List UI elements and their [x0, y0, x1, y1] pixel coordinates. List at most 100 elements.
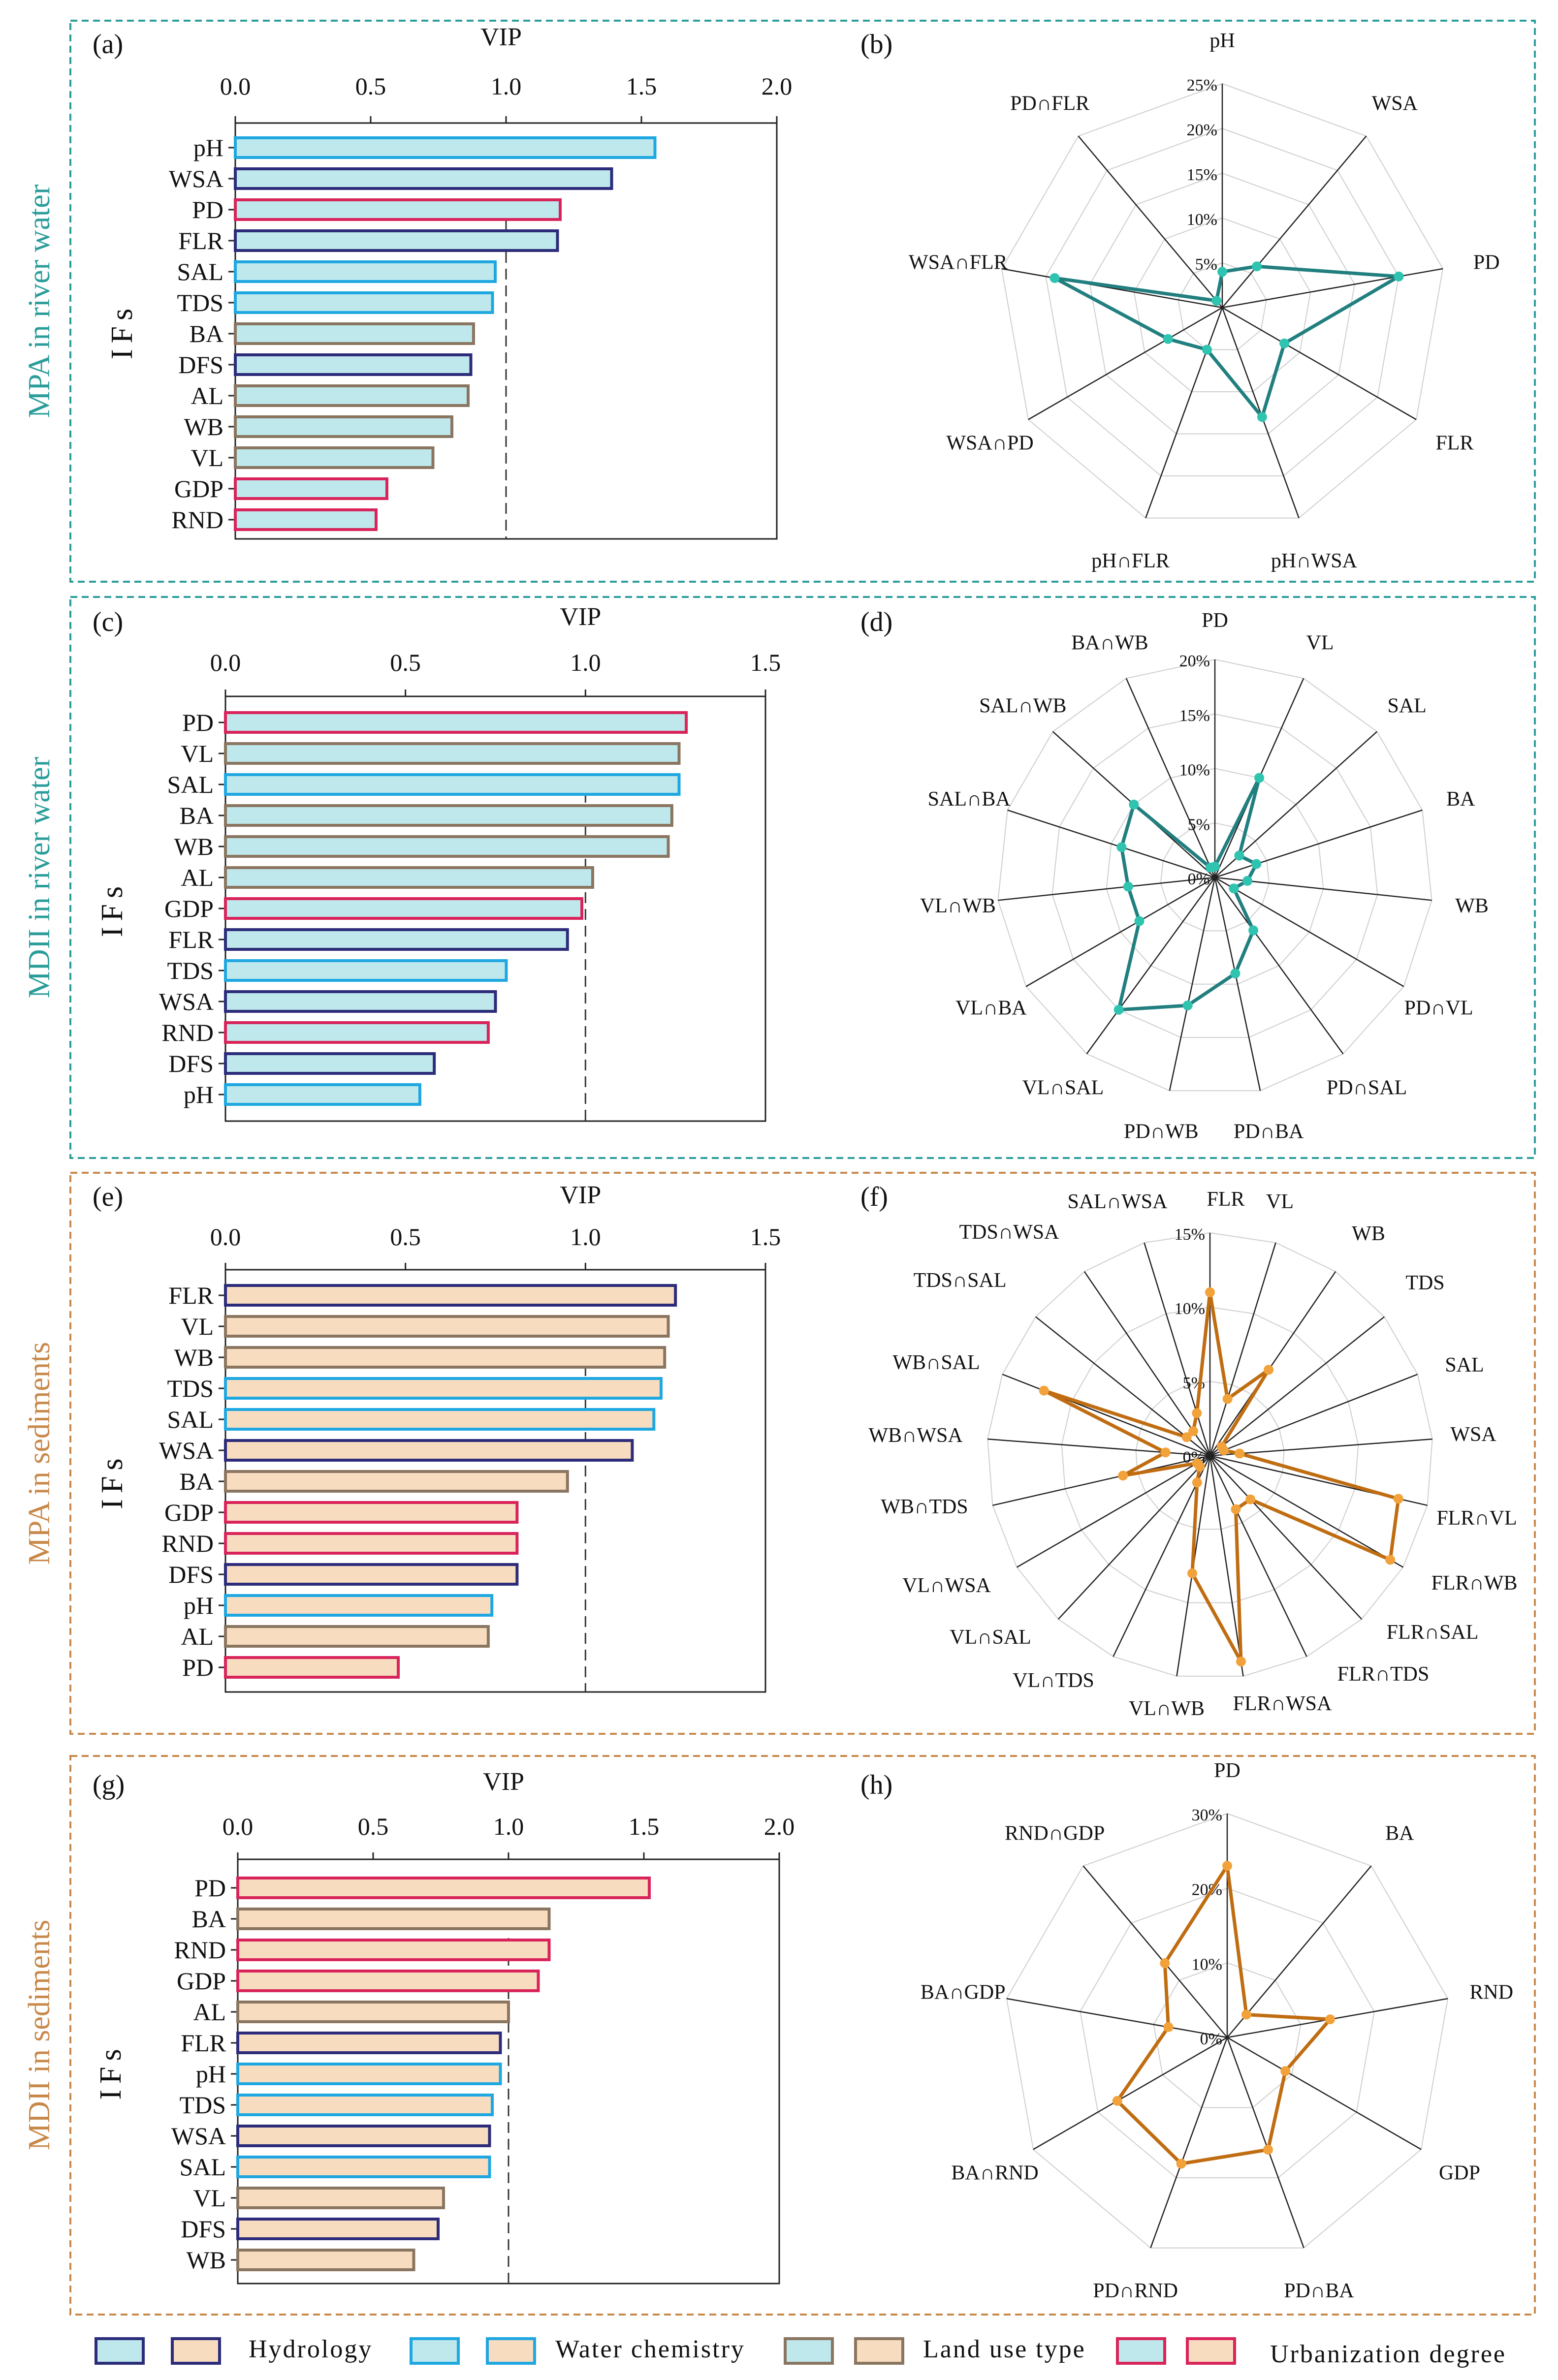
- radar-spoke-d-10: [1025, 877, 1215, 987]
- bar-label-e-1: VL: [181, 1313, 214, 1340]
- bar-e-1: [224, 1315, 670, 1338]
- bar-label-a-1: WSA: [169, 165, 223, 192]
- bar-c-11: [224, 1052, 436, 1075]
- panel-tag-e: (e): [93, 1182, 123, 1212]
- bar-g-5: [236, 2032, 502, 2054]
- bar-label-e-11: AL: [181, 1623, 214, 1650]
- legend-swatch-water-chemistry-river: [410, 2337, 460, 2365]
- radar-axis-label-f-5: WSA: [1450, 1423, 1496, 1446]
- radar-grid-b-0: [1177, 262, 1267, 350]
- radar-spoke-h-1: [1227, 1865, 1372, 2038]
- radar-point-f-1: [1222, 1394, 1233, 1404]
- radar-axis-label-h-0: PD: [1214, 1759, 1240, 1782]
- bar-a-3: [234, 229, 559, 252]
- bar-e-10: [224, 1594, 494, 1617]
- bar-label-c-0: PD: [182, 709, 214, 736]
- bar-label-g-6: pH: [196, 2060, 226, 2088]
- radar-point-h-3: [1280, 2066, 1291, 2076]
- legend-swatch-urbanization-sediment: [1186, 2337, 1236, 2365]
- bar-label-a-4: SAL: [177, 258, 223, 285]
- radar-point-f-19: [1188, 1426, 1198, 1437]
- radar-rtick-b-0: 5%: [1195, 255, 1217, 274]
- radar-spoke-f-16: [987, 1438, 1210, 1457]
- bar-label-c-7: FLR: [168, 926, 214, 953]
- radar-grid-d-1: [1160, 822, 1270, 932]
- x-tick-label-e-1: 0.5: [390, 1223, 421, 1251]
- bar-e-7: [224, 1501, 519, 1524]
- bar-label-e-9: DFS: [168, 1561, 214, 1588]
- bar-label-g-3: GDP: [177, 1967, 226, 1995]
- x-tick-label-e-0: 0.0: [210, 1223, 241, 1251]
- radar-point-b-5: [1202, 344, 1212, 355]
- radar-grid-d-4: [997, 658, 1432, 1092]
- bar-e-5: [224, 1439, 634, 1462]
- radar-grid-b-1: [1133, 217, 1311, 392]
- radar-point-f-6: [1393, 1494, 1403, 1504]
- bar-label-g-12: WB: [186, 2246, 226, 2274]
- bar-a-0: [234, 136, 657, 159]
- radar-point-b-7: [1049, 273, 1060, 283]
- bar-g-8: [236, 2125, 491, 2147]
- radar-rtick-b-3: 20%: [1187, 121, 1217, 139]
- bar-label-c-11: DFS: [168, 1050, 214, 1077]
- legend-swatch-hydrology-river: [95, 2337, 145, 2365]
- bar-e-9: [224, 1563, 519, 1586]
- radar-axis-label-f-1: VL: [1266, 1190, 1294, 1213]
- radar-spoke-b-5: [1145, 307, 1223, 518]
- bar-label-a-5: TDS: [177, 289, 223, 316]
- bar-chart-a: (a) VIP IFs 0.0 0.5 1.0 1.5 2.0 pH WSA PD FLR SAL TDS…: [93, 23, 792, 540]
- radar-spoke-f-5: [1209, 1438, 1432, 1457]
- radar-axis-label-b-7: WSA∩FLR: [909, 251, 1008, 274]
- radar-axis-label-d-2: SAL: [1387, 695, 1426, 718]
- bar-a-11: [234, 477, 388, 500]
- bar-label-g-4: AL: [193, 1998, 226, 2026]
- x-tick-label-g-4: 2.0: [764, 1813, 795, 1840]
- radar-point-d-3: [1251, 859, 1262, 869]
- panel-tag-h: (h): [860, 1770, 892, 1800]
- radar-spoke-f-20: [1144, 1242, 1211, 1456]
- bar-e-8: [224, 1532, 519, 1555]
- radar-axis-label-f-4: SAL: [1445, 1354, 1484, 1377]
- bar-c-2: [224, 773, 681, 796]
- legend-label-water-chemistry: Water chemistry: [555, 2335, 745, 2363]
- bar-label-a-7: DFS: [178, 351, 223, 378]
- radar-point-h-8: [1160, 1958, 1170, 1968]
- bar-label-a-3: FLR: [178, 227, 223, 254]
- block-label-a: MPA in river water: [23, 184, 56, 418]
- bar-label-c-10: RND: [161, 1019, 214, 1046]
- bar-e-4: [224, 1408, 656, 1431]
- radar-point-h-2: [1325, 2014, 1335, 2025]
- radar-spoke-d-9: [1086, 877, 1216, 1055]
- radar-axis-label-d-4: WB: [1455, 895, 1489, 917]
- radar-axis-label-d-13: SAL∩WB: [979, 695, 1066, 718]
- radar-axis-label-f-12: VL∩TDS: [1013, 1669, 1094, 1692]
- radar-spoke-f-15: [992, 1455, 1210, 1506]
- legend-swatch-land-use-river: [784, 2337, 834, 2365]
- bar-label-g-10: VL: [193, 2184, 226, 2212]
- radar-point-b-3: [1279, 338, 1290, 348]
- bar-a-12: [234, 508, 378, 531]
- radar-axis-label-h-2: RND: [1469, 1981, 1513, 2004]
- y-axis-title-e: IFs: [95, 1452, 129, 1509]
- legend-swatch-hydrology-sediment: [171, 2337, 221, 2365]
- bar-c-1: [224, 742, 681, 765]
- panel-tag-d: (d): [860, 607, 892, 637]
- radar-axis-label-d-5: PD∩VL: [1404, 997, 1473, 1020]
- radar-axis-label-f-14: VL∩WSA: [902, 1574, 991, 1597]
- legend-swatch-urbanization-river: [1116, 2337, 1166, 2365]
- radar-grid-b-2: [1089, 172, 1355, 435]
- x-tick-label-e-3: 1.5: [750, 1223, 781, 1251]
- radar-axis-label-d-11: VL∩WB: [920, 895, 996, 917]
- radar-point-d-2: [1234, 850, 1244, 861]
- radar-axis-label-f-18: TDS∩SAL: [913, 1269, 1006, 1292]
- legend-label-hydrology: Hydrology: [249, 2335, 373, 2363]
- radar-axis-label-b-5: pH∩FLR: [1091, 550, 1170, 572]
- bar-g-6: [236, 2063, 502, 2085]
- radar-axis-label-b-8: PD∩FLR: [1010, 93, 1089, 115]
- radar-axis-label-b-0: pH: [1209, 30, 1235, 52]
- x-tick-label-e-2: 1.0: [570, 1223, 601, 1251]
- bar-c-0: [224, 711, 688, 734]
- radar-axis-label-d-10: VL∩BA: [955, 997, 1027, 1020]
- radar-axis-label-b-3: FLR: [1435, 432, 1473, 455]
